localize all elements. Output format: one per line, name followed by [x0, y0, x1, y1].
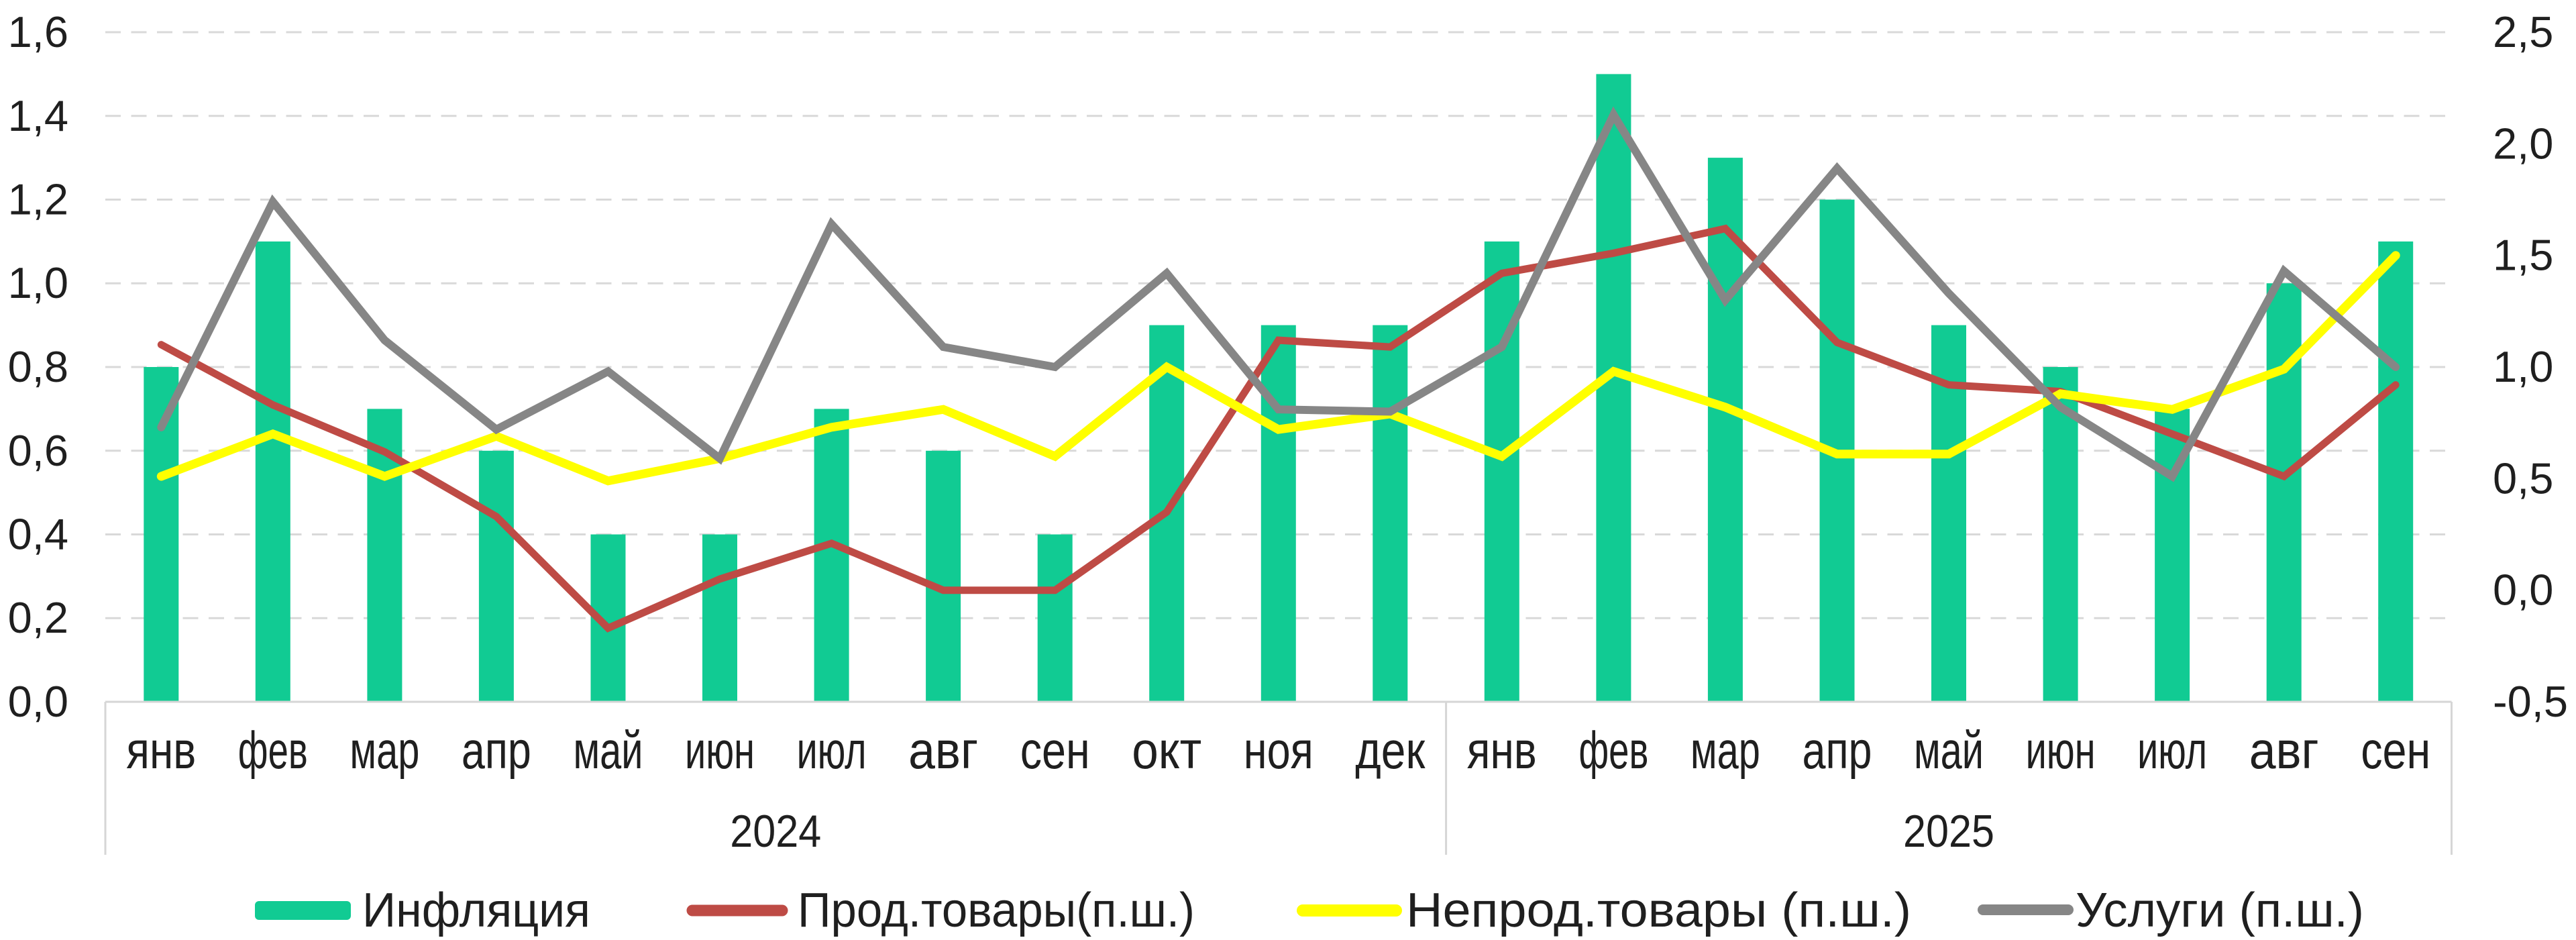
- svg-text:май: май: [1914, 721, 1984, 780]
- svg-text:0,5: 0,5: [2493, 454, 2553, 503]
- svg-text:июл: июл: [2137, 721, 2207, 780]
- svg-text:Услуги (п.ш.): Услуги (п.ш.): [2076, 884, 2364, 937]
- svg-text:май: май: [574, 721, 643, 780]
- svg-text:июн: июн: [2026, 721, 2096, 780]
- svg-text:0,0: 0,0: [2493, 566, 2553, 615]
- svg-text:мар: мар: [350, 721, 419, 780]
- svg-text:2,0: 2,0: [2493, 119, 2553, 168]
- svg-text:1,0: 1,0: [2493, 342, 2553, 391]
- svg-text:ноя: ноя: [1244, 721, 1313, 780]
- svg-text:дек: дек: [1355, 721, 1426, 780]
- svg-text:янв: янв: [1467, 721, 1537, 780]
- svg-text:2025: 2025: [1903, 806, 1994, 857]
- svg-text:янв: янв: [126, 721, 196, 780]
- svg-text:июн: июн: [685, 721, 755, 780]
- svg-text:Непрод.товары (п.ш.): Непрод.товары (п.ш.): [1406, 884, 1911, 937]
- svg-text:окт: окт: [1132, 721, 1201, 780]
- svg-text:апр: апр: [462, 721, 531, 780]
- svg-text:авг: авг: [908, 721, 978, 780]
- svg-text:фев: фев: [1578, 721, 1648, 780]
- svg-text:1,0: 1,0: [8, 258, 68, 307]
- svg-text:0,6: 0,6: [8, 426, 68, 475]
- svg-text:авг: авг: [2249, 721, 2319, 780]
- svg-text:мар: мар: [1690, 721, 1760, 780]
- svg-text:фев: фев: [238, 721, 308, 780]
- svg-text:0,4: 0,4: [8, 510, 68, 559]
- svg-text:0,8: 0,8: [8, 342, 68, 391]
- svg-text:апр: апр: [1803, 721, 1872, 780]
- svg-text:2024: 2024: [730, 806, 821, 857]
- svg-text:сен: сен: [2361, 721, 2430, 780]
- svg-text:Инфляция: Инфляция: [362, 884, 590, 937]
- svg-text:1,2: 1,2: [8, 175, 68, 224]
- svg-text:2,5: 2,5: [2493, 7, 2553, 56]
- svg-text:июл: июл: [797, 721, 867, 780]
- svg-text:сен: сен: [1020, 721, 1090, 780]
- svg-text:0,2: 0,2: [8, 593, 68, 642]
- svg-text:0,0: 0,0: [8, 677, 68, 726]
- svg-text:1,6: 1,6: [8, 7, 68, 56]
- svg-text:1,5: 1,5: [2493, 231, 2553, 280]
- svg-text:Прод.товары(п.ш.): Прод.товары(п.ш.): [798, 884, 1195, 937]
- svg-text:1,4: 1,4: [8, 91, 68, 140]
- svg-text:-0,5: -0,5: [2493, 677, 2568, 726]
